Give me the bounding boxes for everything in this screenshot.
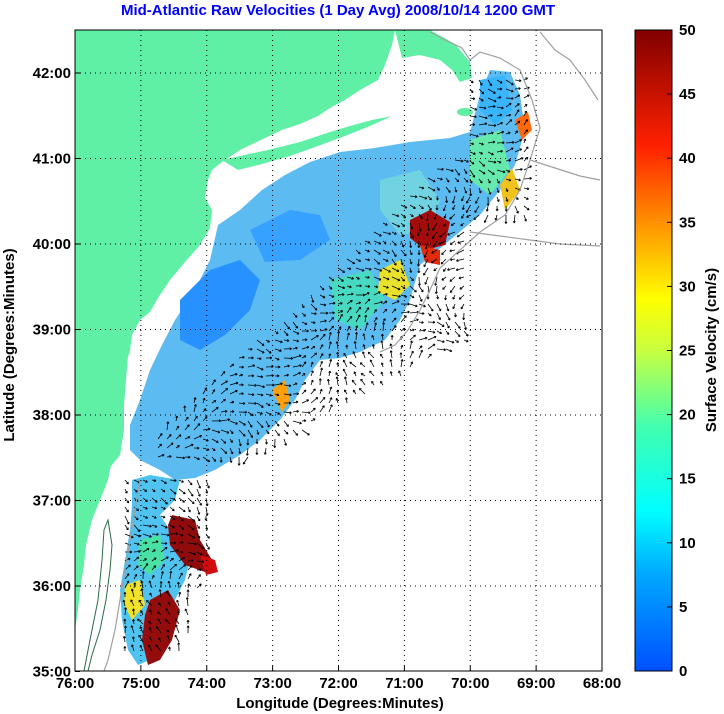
colorbar-label: Surface Velocity (cm/s) — [703, 268, 720, 432]
y-tick-label: 42:00 — [33, 65, 71, 82]
colorbar-tick-label: 0 — [679, 663, 687, 680]
x-tick-label: 68:00 — [583, 675, 621, 692]
y-tick-label: 35:00 — [33, 664, 71, 681]
y-tick-label: 40:00 — [33, 236, 71, 253]
x-axis-ticks: 76:00 75:00 74:00 73:00 72:00 71:00 70:00 69:00… — [56, 666, 621, 692]
x-tick-label: 69:00 — [517, 675, 555, 692]
map-title: Mid-Atlantic Raw Velocities (1 Day Avg) … — [121, 2, 555, 19]
colorbar-tick-label: 20 — [679, 407, 696, 424]
y-tick-label: 36:00 — [33, 578, 71, 595]
x-tick-label: 72:00 — [319, 675, 357, 692]
colorbar-tick-label: 35 — [679, 214, 696, 231]
colorbar-tick-label: 15 — [679, 471, 696, 488]
x-tick-label: 74:00 — [188, 675, 226, 692]
y-axis-ticks: 42:00 41:00 40:00 39:00 38:00 37:00 36:00 35:00 — [33, 65, 80, 681]
y-tick-label: 39:00 — [33, 322, 71, 339]
y-tick-label: 41:00 — [33, 151, 71, 168]
y-tick-label: 38:00 — [33, 407, 71, 424]
colorbar-tick-label: 5 — [679, 599, 687, 616]
x-tick-label: 75:00 — [122, 675, 160, 692]
x-axis-label: Longitude (Degrees:Minutes) — [236, 695, 444, 712]
x-tick-label: 71:00 — [385, 675, 423, 692]
colorbar — [635, 30, 672, 671]
x-tick-label: 73:00 — [253, 675, 291, 692]
colorbar-tick-label: 45 — [679, 86, 696, 103]
colorbar-tick-label: 40 — [679, 150, 696, 167]
x-tick-label: 70:00 — [451, 675, 489, 692]
colorbar-tick-label: 50 — [679, 22, 696, 39]
island — [457, 108, 473, 116]
y-tick-label: 37:00 — [33, 493, 71, 510]
colorbar-tick-label: 10 — [679, 535, 696, 552]
colorbar-tick-label: 25 — [679, 343, 696, 360]
colorbar-tick-label: 30 — [679, 278, 696, 295]
y-axis-label: Latitude (Degrees:Minutes) — [1, 248, 18, 441]
